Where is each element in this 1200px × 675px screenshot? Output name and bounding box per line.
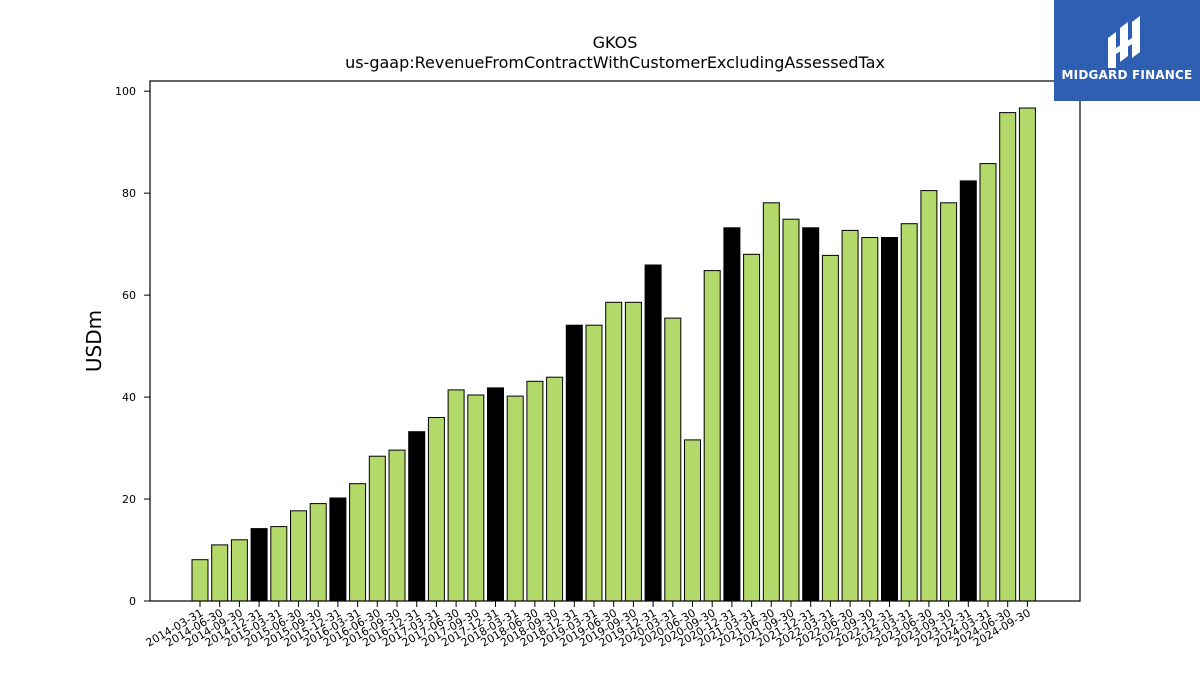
chart-title: GKOS — [592, 33, 638, 52]
bar — [487, 387, 504, 602]
bar — [447, 389, 465, 602]
bar — [329, 497, 347, 602]
bar — [959, 180, 977, 602]
bar — [230, 539, 248, 602]
y-tick-label: 0 — [129, 595, 136, 608]
plot-frame — [149, 80, 1081, 602]
bar — [349, 483, 367, 602]
bar — [861, 237, 879, 602]
logo-text: MIDGARD FINANCE — [1061, 68, 1193, 82]
bar — [979, 163, 997, 602]
bar — [309, 503, 327, 602]
logo-mark-icon — [1108, 16, 1140, 68]
bar — [802, 227, 820, 602]
y-tick-label: 60 — [122, 289, 136, 302]
bar — [703, 270, 721, 602]
bar — [900, 223, 918, 602]
bar — [427, 417, 445, 602]
bar — [467, 394, 485, 602]
bar — [762, 202, 780, 602]
bar — [644, 264, 662, 602]
bar — [585, 324, 603, 602]
bar — [920, 190, 938, 602]
bar — [1018, 107, 1036, 602]
bar — [211, 544, 229, 602]
bar — [624, 301, 642, 602]
bar — [250, 528, 268, 602]
bar — [546, 376, 564, 602]
bar — [782, 218, 800, 602]
bar — [821, 254, 839, 602]
y-tick-label: 20 — [122, 493, 136, 506]
bar — [290, 510, 307, 602]
y-tick-label: 80 — [122, 187, 136, 200]
y-axis-label: USDm — [82, 310, 106, 372]
bar — [841, 229, 859, 602]
bar — [723, 227, 741, 602]
bar — [408, 431, 426, 602]
brand-logo: MIDGARD FINANCE — [1054, 0, 1200, 101]
bar — [368, 455, 386, 602]
bar — [506, 395, 524, 602]
bar — [940, 202, 958, 602]
bar — [684, 439, 701, 602]
bar — [191, 559, 209, 602]
y-tick-label: 40 — [122, 391, 136, 404]
bar — [881, 237, 898, 602]
bar — [526, 380, 544, 602]
bar — [388, 449, 406, 602]
chart-subtitle: us-gaap:RevenueFromContractWithCustomerE… — [345, 53, 885, 72]
y-tick-label: 100 — [115, 85, 136, 98]
bar — [664, 317, 682, 602]
bar — [999, 112, 1017, 602]
bar — [270, 526, 288, 602]
bar — [565, 324, 583, 602]
bar — [605, 301, 623, 602]
bar — [743, 253, 761, 602]
